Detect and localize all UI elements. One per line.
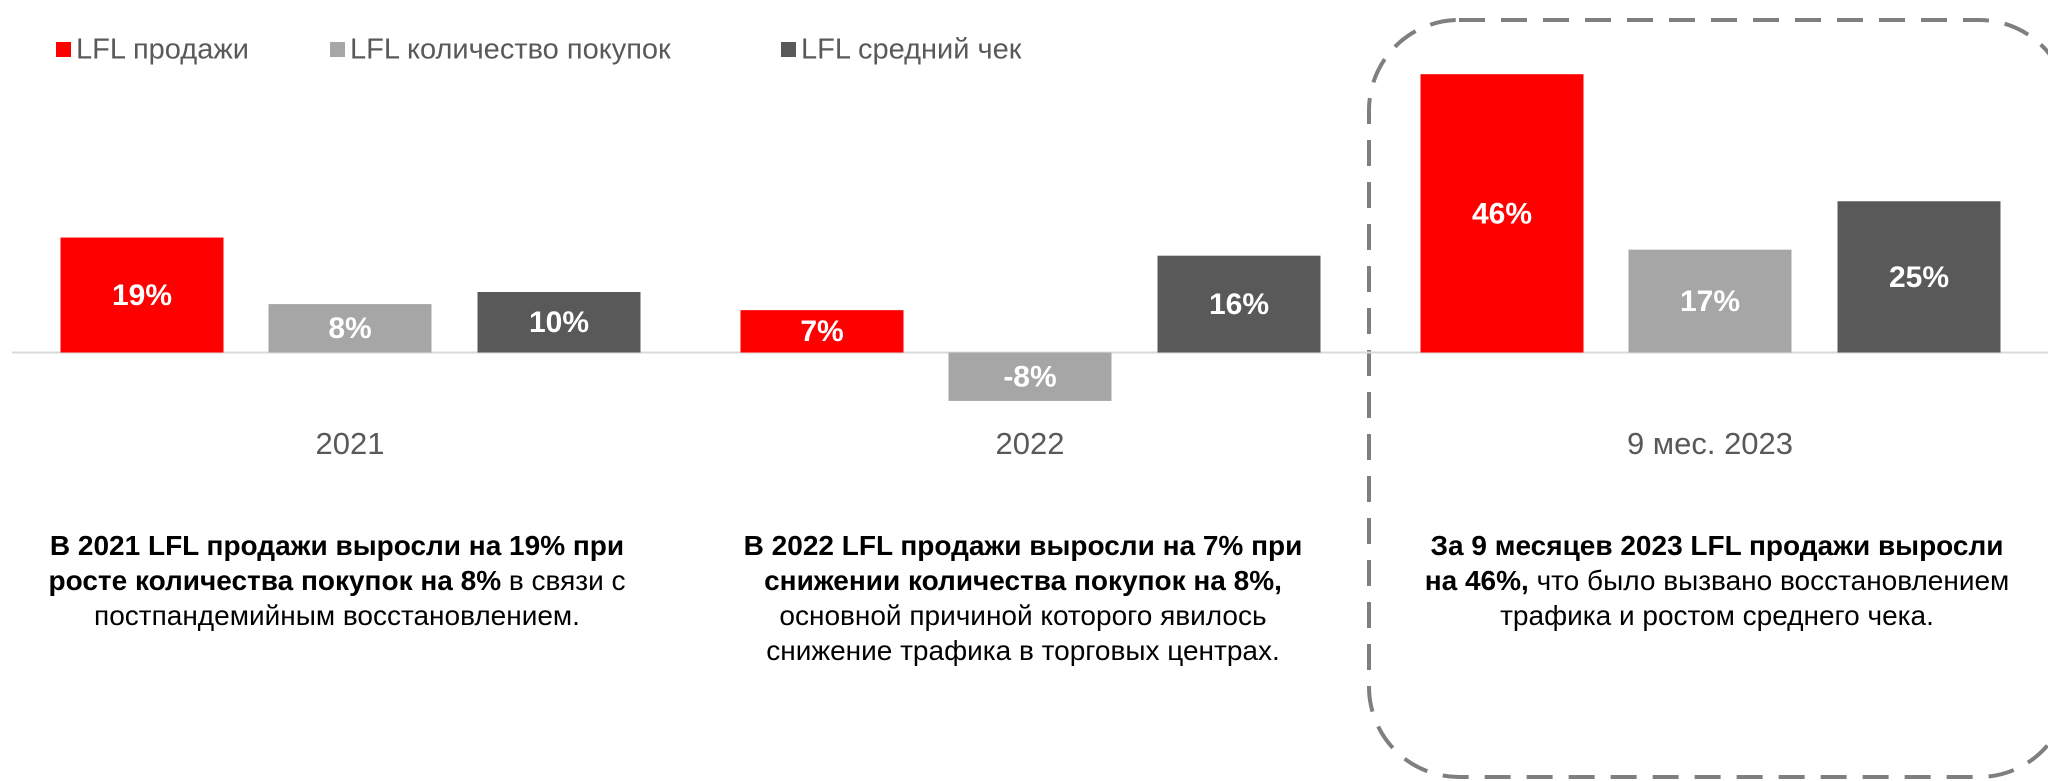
bar: [1628, 249, 1792, 353]
data-label: 7%: [800, 315, 843, 348]
legend-label: LFL количество покупок: [350, 34, 671, 66]
note-text: что было вызвано восстановлением трафика…: [1500, 565, 2010, 631]
bar: [1157, 255, 1321, 353]
highlight-frame: [1367, 18, 2048, 779]
bar: [60, 237, 224, 353]
data-label: 25%: [1889, 261, 1949, 294]
bar: [740, 310, 904, 353]
note-bold: В 2021 LFL продажи выросли на 19% при ро…: [48, 530, 625, 596]
legend-swatch: [781, 42, 796, 57]
note: В 2022 LFL продажи выросли на 7% при сни…: [718, 528, 1328, 668]
note-bold: В 2022 LFL продажи выросли на 7% при сни…: [743, 530, 1303, 596]
data-label: 19%: [112, 279, 172, 312]
bar: [1837, 201, 2001, 353]
data-label: 8%: [328, 312, 371, 345]
legend-label: LFL продажи: [76, 34, 249, 66]
legend-swatch: [330, 42, 345, 57]
note-text: основной причиной которого явилось сниже…: [766, 600, 1280, 666]
data-label: 10%: [529, 306, 589, 339]
data-label: -8%: [1003, 361, 1056, 394]
note-bold: За 9 месяцев 2023 LFL продажи выросли на…: [1424, 530, 2004, 596]
note: За 9 месяцев 2023 LFL продажи выросли на…: [1412, 528, 2022, 633]
x-tick-label: 2022: [996, 426, 1065, 461]
legend-label: LFL средний чек: [801, 34, 1022, 66]
bar: [948, 352, 1112, 401]
bar: [1420, 74, 1584, 353]
data-label: 16%: [1209, 288, 1269, 321]
x-tick-label: 9 мес. 2023: [1627, 426, 1793, 461]
bar: [268, 304, 432, 353]
data-label: 17%: [1680, 285, 1740, 318]
x-tick-label: 2021: [316, 426, 385, 461]
data-label: 46%: [1472, 197, 1532, 230]
note-text: в связи с постпандемийным восстановление…: [94, 565, 626, 631]
note: В 2021 LFL продажи выросли на 19% при ро…: [32, 528, 642, 633]
bar: [477, 292, 641, 353]
legend-swatch: [56, 42, 71, 57]
